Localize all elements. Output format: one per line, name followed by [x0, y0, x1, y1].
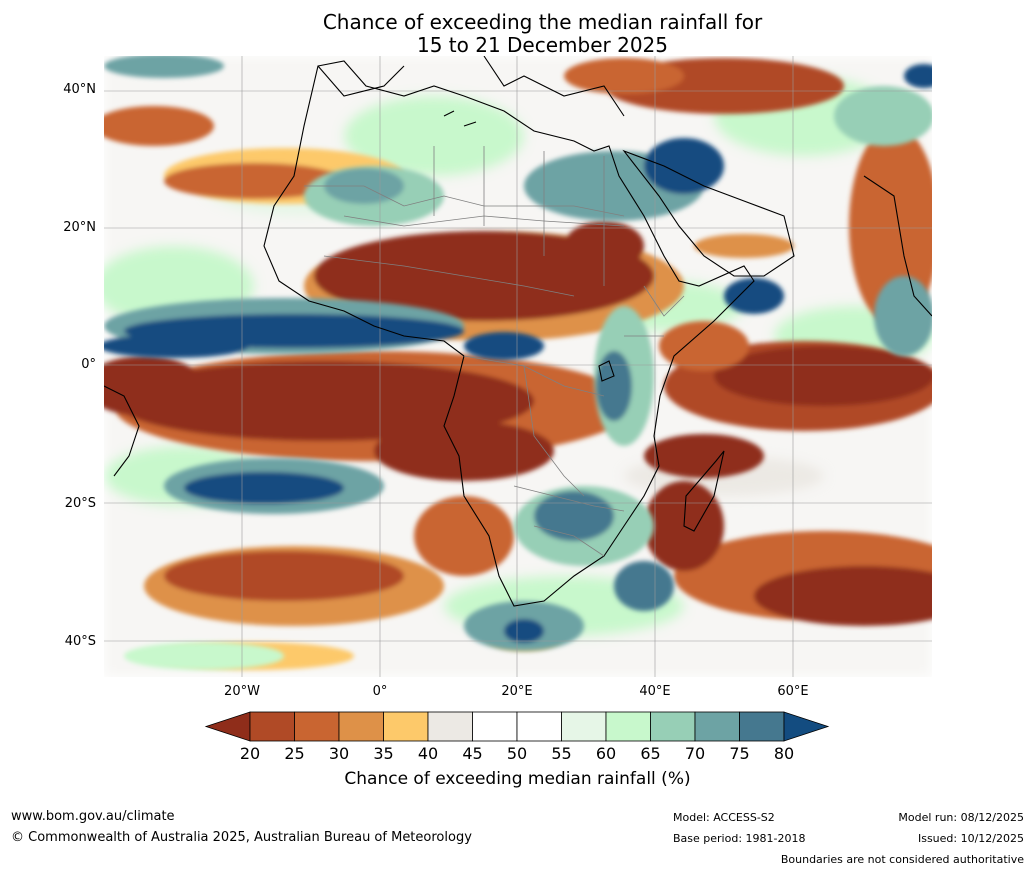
colorbar-cell [338, 711, 384, 742]
website-link[interactable]: www.bom.gov.au/climate [11, 809, 175, 824]
lat-label-40n: 40°N [63, 82, 96, 97]
india-coastline [863, 175, 932, 317]
colorbar-tick-label: 30 [328, 744, 350, 763]
country-boundaries [304, 146, 685, 557]
lon-label-40e: 40°E [639, 684, 671, 699]
issued-date: Issued: 10/12/2025 [917, 832, 1024, 845]
lon-label-0: 0° [372, 684, 388, 699]
arabian-peninsula-coastline [622, 149, 795, 277]
colorbar-cell [739, 711, 785, 742]
base-period: Base period: 1981-2018 [673, 832, 806, 845]
map-title-line-1: Chance of exceeding the median rainfall … [322, 10, 763, 34]
colorbar [204, 711, 830, 742]
graticule [104, 56, 932, 677]
africa-coastline [263, 60, 755, 607]
colorbar-cell [472, 711, 518, 742]
colorbar-tick-label: 70 [684, 744, 706, 763]
boundary-disclaimer: Boundaries are not considered authoritat… [780, 853, 1024, 866]
colorbar-cell [516, 711, 562, 742]
colorbar-extend-low [204, 711, 251, 742]
colorbar-tick-label: 75 [729, 744, 750, 763]
colorbar-tick-label: 80 [773, 744, 795, 763]
colorbar-tick-label: 45 [462, 744, 483, 763]
lon-label-20w: 20°W [224, 684, 260, 699]
colorbar-cell [694, 711, 740, 742]
coastlines [104, 56, 932, 607]
lon-label-20e: 20°E [501, 684, 533, 699]
colorbar-cell [605, 711, 651, 742]
colorbar-cell [294, 711, 340, 742]
europe-coastline [317, 56, 625, 117]
copyright-text: © Commonwealth of Australia 2025, Austra… [11, 830, 472, 845]
colorbar-label: Chance of exceeding median rainfall (%) [344, 769, 691, 789]
map-title-line-2: 15 to 21 December 2025 [416, 33, 668, 57]
lat-label-equator: 0° [81, 357, 96, 372]
rainfall-probability-map [104, 56, 932, 677]
madagascar-coastline [683, 450, 725, 532]
colorbar-cell [650, 711, 696, 742]
colorbar-tick-label: 65 [640, 744, 661, 763]
colorbar-tick-label: 55 [551, 744, 572, 763]
model-name: Model: ACCESS-S2 [673, 811, 775, 824]
lat-label-40s: 40°S [64, 634, 96, 649]
mediterranean-islands [443, 110, 477, 127]
lat-label-20s: 20°S [64, 496, 96, 511]
lon-label-60e: 60°E [777, 684, 809, 699]
colorbar-tick-label: 20 [239, 744, 261, 763]
colorbar-tick-label: 40 [417, 744, 439, 763]
colorbar-cell [249, 711, 295, 742]
model-run-date: Model run: 08/12/2025 [898, 811, 1024, 824]
colorbar-tick-label: 35 [373, 744, 394, 763]
colorbar-tick-label: 60 [595, 744, 617, 763]
colorbar-cell [427, 711, 473, 742]
colorbar-extend-high [783, 711, 830, 742]
lake-victoria [598, 360, 615, 382]
lat-label-20n: 20°N [63, 220, 96, 235]
colorbar-cell [383, 711, 429, 742]
south-america-edge [104, 385, 140, 477]
colorbar-tick-label: 25 [284, 744, 305, 763]
colorbar-cell [561, 711, 607, 742]
colorbar-tick-label: 50 [506, 744, 528, 763]
